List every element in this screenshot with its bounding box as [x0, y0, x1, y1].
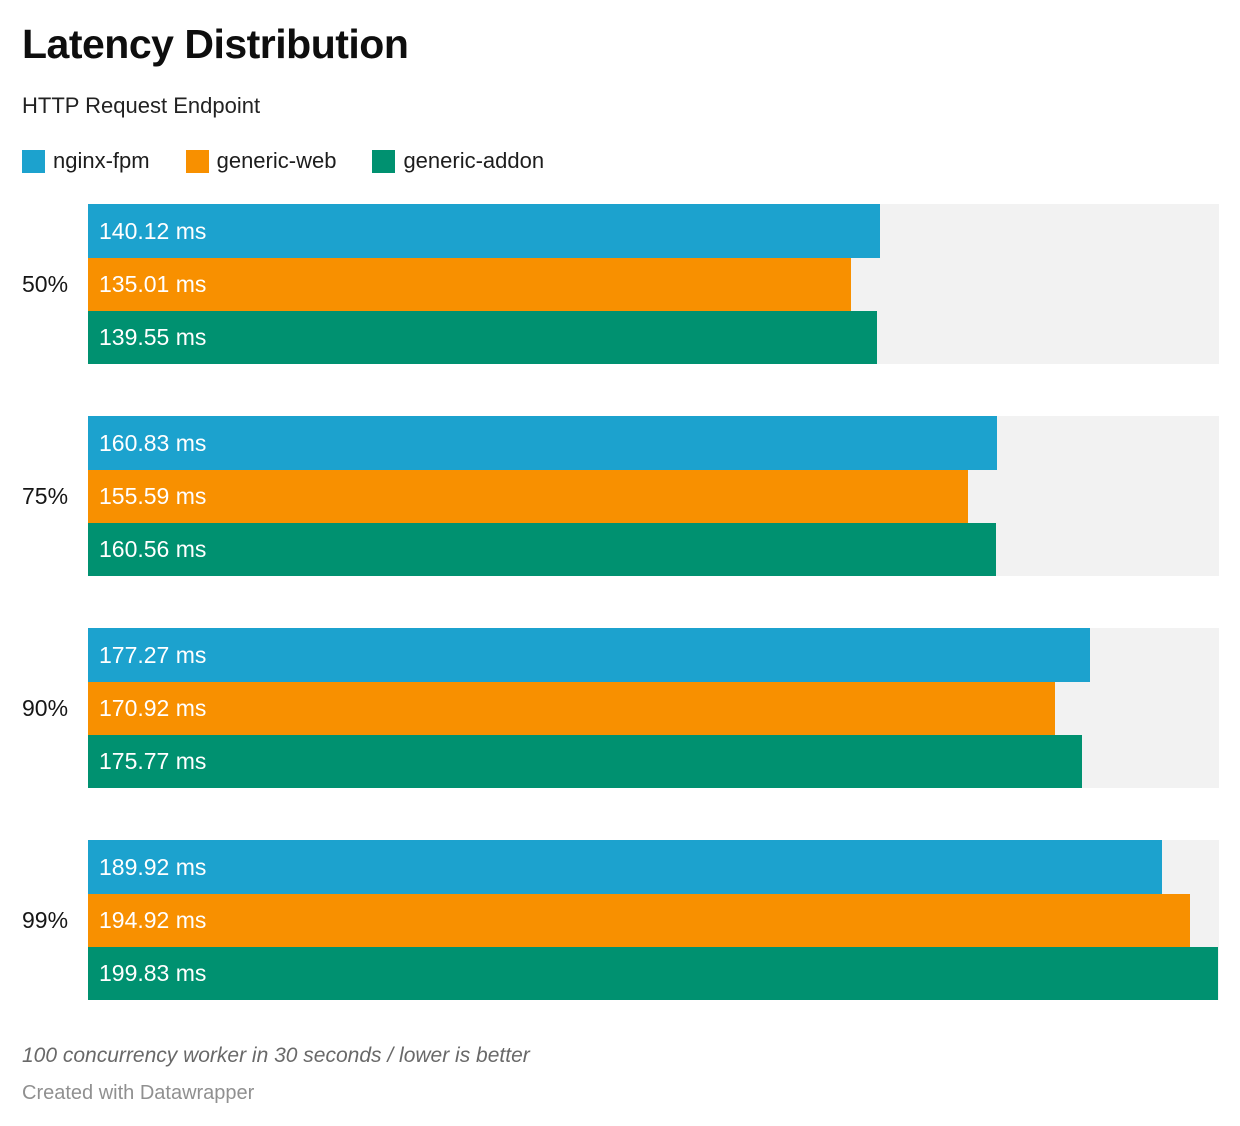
bar-value-label: 189.92 ms — [99, 853, 207, 880]
bar-track: 140.12 ms 135.01 ms 139.55 ms — [88, 204, 1219, 365]
bar-generic-web: 170.92 ms — [88, 681, 1055, 736]
bar-group-90%: 90% 177.27 ms 170.92 ms 175.77 ms — [22, 628, 1219, 789]
bar-group-99%: 99% 189.92 ms 194.92 ms 199.83 ms — [22, 840, 1219, 1001]
bar-group-50%: 50% 140.12 ms 135.01 ms 139.55 ms — [22, 204, 1219, 365]
bar-group-75%: 75% 160.83 ms 155.59 ms 160.56 ms — [22, 416, 1219, 577]
bar-value-label: 155.59 ms — [99, 482, 207, 509]
bar-nginx-fpm: 177.27 ms — [88, 628, 1091, 682]
bar-value-label: 199.83 ms — [99, 960, 207, 987]
legend-label: generic-addon — [403, 148, 545, 174]
chart-subtitle: HTTP Request Endpoint — [22, 93, 261, 119]
bar-generic-addon: 175.77 ms — [88, 735, 1082, 789]
legend-label: nginx-fpm — [53, 148, 150, 174]
bar-value-label: 139.55 ms — [99, 324, 207, 351]
bar-track: 177.27 ms 170.92 ms 175.77 ms — [88, 628, 1219, 789]
bar-value-label: 160.83 ms — [99, 429, 207, 456]
bar-value-label: 160.56 ms — [99, 536, 207, 563]
legend-label: generic-web — [216, 148, 337, 174]
bar-value-label: 135.01 ms — [99, 270, 207, 297]
category-label: 99% — [22, 906, 69, 933]
bar-track: 189.92 ms 194.92 ms 199.83 ms — [88, 840, 1219, 1001]
legend-item-nginx-fpm: nginx-fpm — [22, 148, 150, 174]
legend-item-generic-addon: generic-addon — [372, 148, 545, 174]
legend-item-generic-web: generic-web — [185, 148, 337, 174]
category-label: 75% — [22, 482, 69, 509]
bar-generic-addon: 139.55 ms — [88, 311, 878, 365]
bar-value-label: 194.92 ms — [99, 906, 207, 933]
bar-generic-addon: 160.56 ms — [88, 523, 996, 577]
bar-value-label: 140.12 ms — [99, 217, 207, 244]
legend-swatch-icon — [372, 149, 396, 173]
bar-nginx-fpm: 160.83 ms — [88, 416, 998, 470]
category-label: 50% — [22, 270, 69, 297]
bar-nginx-fpm: 140.12 ms — [88, 204, 881, 258]
bar-generic-web: 135.01 ms — [88, 257, 852, 312]
bar-value-label: 170.92 ms — [99, 694, 207, 721]
legend-swatch-icon — [185, 149, 209, 173]
bar-track: 160.83 ms 155.59 ms 160.56 ms — [88, 416, 1219, 577]
legend: nginx-fpm generic-web generic-addon — [22, 149, 1219, 173]
bar-nginx-fpm: 189.92 ms — [88, 840, 1162, 894]
bar-chart: 50% 140.12 ms 135.01 ms 139.55 ms 75% 160.83 … — [22, 204, 1219, 1001]
legend-swatch-icon — [22, 149, 45, 173]
bar-value-label: 177.27 ms — [99, 641, 207, 668]
category-label: 90% — [22, 694, 69, 721]
bar-generic-web: 194.92 ms — [88, 893, 1191, 948]
footer-note: 100 concurrency worker in 30 seconds / l… — [22, 1044, 530, 1068]
bar-generic-web: 155.59 ms — [88, 469, 968, 524]
bar-generic-addon: 199.83 ms — [88, 947, 1219, 1001]
attribution-text: Created with Datawrapper — [22, 1081, 255, 1104]
bar-value-label: 175.77 ms — [99, 748, 207, 775]
chart-title: Latency Distribution — [22, 21, 409, 67]
